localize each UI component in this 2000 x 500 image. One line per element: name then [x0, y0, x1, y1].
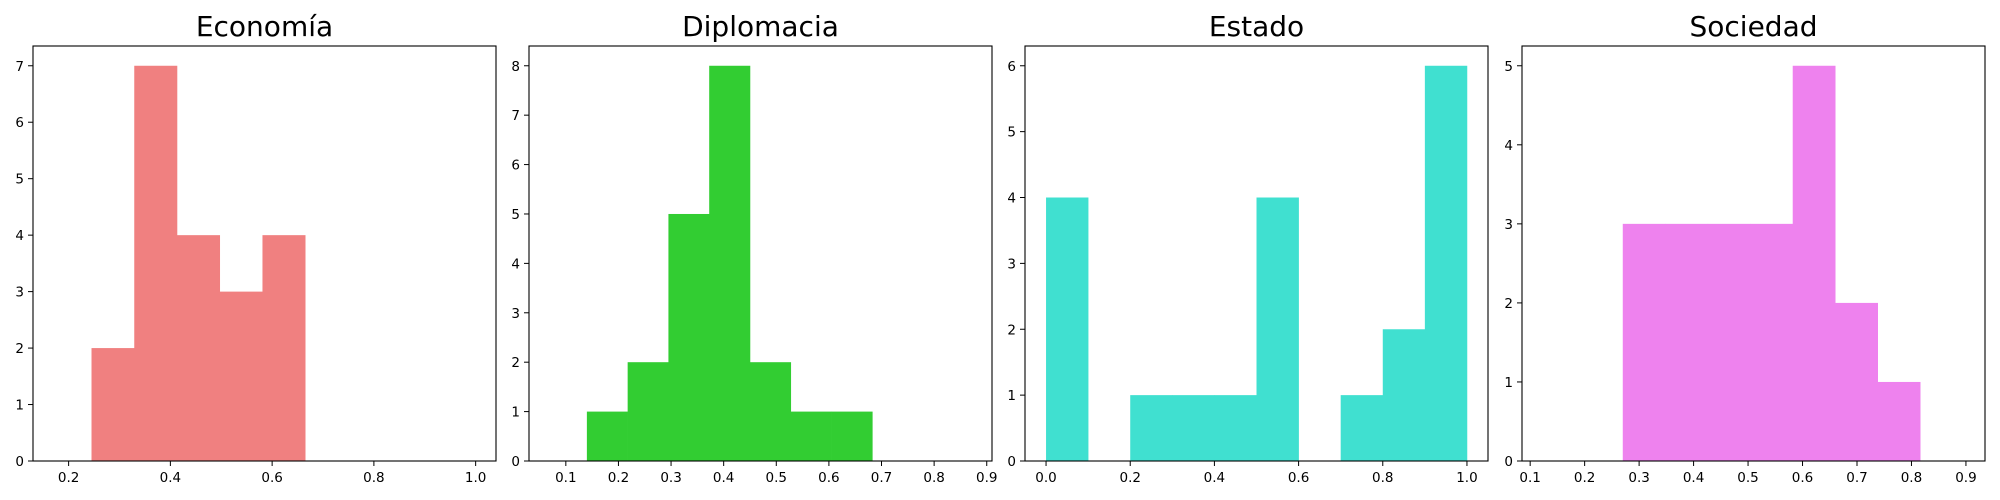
y-tick-label: 2 — [511, 355, 520, 371]
plot-frame — [32, 45, 497, 462]
histogram-bar — [790, 411, 832, 461]
y-tick-label: 4 — [511, 256, 520, 272]
x-tick-label: 0.0 — [1035, 470, 1056, 486]
x-tick-label: 0.1 — [555, 470, 576, 486]
x-tick-label: 0.6 — [818, 470, 839, 486]
y-tick-label: 1 — [1504, 375, 1513, 391]
histogram-bar — [1130, 395, 1173, 461]
histogram-bar — [1214, 395, 1257, 461]
histogram-bar — [219, 291, 263, 461]
y-tick-label: 4 — [1007, 191, 1016, 207]
histogram-bar — [1340, 395, 1384, 461]
y-tick-label: 5 — [1007, 125, 1016, 141]
histogram-bar — [1256, 197, 1299, 461]
histogram-bar — [1792, 65, 1836, 461]
histogram-bar — [1622, 223, 1666, 461]
y-tick-label: 0 — [15, 454, 24, 470]
y-tick-label: 6 — [511, 158, 520, 174]
y-tick-label: 4 — [1504, 138, 1513, 154]
x-tick-label: 0.9 — [976, 470, 997, 486]
histogram-bar — [1750, 223, 1794, 461]
y-tick-label: 5 — [511, 207, 520, 223]
y-tick-label: 5 — [15, 172, 24, 188]
y-tick-label: 3 — [511, 306, 520, 322]
y-tick-label: 8 — [511, 59, 520, 75]
x-tick-label: 0.3 — [1628, 470, 1649, 486]
histogram-bar — [1835, 302, 1878, 461]
y-tick-label: 3 — [15, 285, 24, 301]
y-tick-label: 0 — [1504, 454, 1513, 470]
x-tick-label: 0.4 — [1683, 470, 1704, 486]
y-tick-label: 0 — [1007, 454, 1016, 470]
x-tick-label: 0.1 — [1519, 470, 1540, 486]
x-tick-label: 0.9 — [1955, 470, 1976, 486]
y-tick-label: 2 — [15, 341, 24, 357]
chart-title: Sociedad — [1689, 10, 1817, 43]
y-tick-label: 1 — [15, 398, 24, 414]
y-tick-label: 0 — [511, 454, 520, 470]
x-tick-label: 0.7 — [1846, 470, 1867, 486]
histogram-bar — [1172, 395, 1215, 461]
x-tick-label: 0.5 — [1737, 470, 1758, 486]
plot-frame — [528, 45, 993, 462]
histogram-bar — [586, 411, 628, 461]
x-tick-label: 0.4 — [160, 470, 181, 486]
chart-title: Diplomacia — [682, 10, 839, 43]
histogram-bar — [1665, 223, 1709, 461]
histogram-bar — [749, 362, 792, 461]
histogram-bar — [262, 235, 306, 461]
x-tick-label: 0.8 — [923, 470, 944, 486]
x-tick-label: 0.8 — [363, 470, 384, 486]
histogram-panel: 0.0 0.2 0.4 0.6 0.8 1.0 0 1 2 3 4 5 6 Estado — [1007, 10, 1489, 486]
x-tick-label: 0.6 — [261, 470, 282, 486]
x-tick-label: 0.2 — [1119, 470, 1140, 486]
x-tick-label: 1.0 — [465, 470, 486, 486]
plot-frame — [1024, 45, 1489, 462]
histogram-bar — [831, 411, 873, 461]
x-tick-label: 0.6 — [1792, 470, 1813, 486]
y-tick-label: 4 — [15, 228, 24, 244]
x-tick-label: 0.8 — [1901, 470, 1922, 486]
y-tick-label: 2 — [1504, 296, 1513, 312]
histogram-bar — [1046, 197, 1089, 461]
histogram-bar — [1877, 381, 1921, 461]
plot-frame — [1521, 45, 1986, 462]
y-tick-label: 1 — [511, 405, 520, 421]
chart-title: Estado — [1209, 10, 1304, 43]
chart-title: Economía — [196, 10, 333, 43]
x-tick-label: 0.3 — [660, 470, 681, 486]
y-tick-label: 6 — [1007, 59, 1016, 75]
histogram-bar — [1707, 223, 1751, 461]
y-tick-label: 7 — [511, 108, 520, 124]
x-tick-label: 1.0 — [1456, 470, 1477, 486]
histogram-bar — [134, 65, 178, 461]
x-tick-label: 0.4 — [1204, 470, 1225, 486]
histogram-panel: 0.1 0.2 0.3 0.4 0.5 0.6 0.7 0.8 0.9 0 1 2 3 4 5 6 7 8 Dipl… — [511, 10, 997, 486]
x-tick-label: 0.2 — [1574, 470, 1595, 486]
histogram-bar — [1424, 65, 1468, 461]
histogram-bar — [176, 235, 221, 461]
x-tick-label: 0.6 — [1288, 470, 1309, 486]
y-tick-label: 3 — [1504, 217, 1513, 233]
x-tick-label: 0.8 — [1372, 470, 1393, 486]
x-tick-label: 0.7 — [871, 470, 892, 486]
y-tick-label: 1 — [1007, 388, 1016, 404]
histogram-panel: 0.1 0.2 0.3 0.4 0.5 0.6 0.7 0.8 0.9 0 1 2 3 4 5 Socieda… — [1504, 10, 1986, 486]
y-tick-label: 6 — [15, 115, 24, 131]
histogram-bar — [1382, 329, 1426, 461]
histogram-panel: 0.2 0.4 0.6 0.8 1.0 0 1 2 3 4 5 6 7 Economía — [15, 10, 497, 486]
x-tick-label: 0.5 — [766, 470, 787, 486]
x-tick-label: 0.2 — [58, 470, 79, 486]
histogram-bar — [709, 65, 751, 461]
histogram-bar — [91, 348, 135, 461]
y-tick-label: 3 — [1007, 256, 1016, 272]
histogram-bar — [668, 213, 710, 461]
x-tick-label: 0.2 — [608, 470, 629, 486]
x-tick-label: 0.4 — [713, 470, 734, 486]
histogram-bar — [627, 362, 669, 461]
y-tick-label: 5 — [1504, 59, 1513, 75]
y-tick-label: 7 — [15, 59, 24, 75]
y-tick-label: 2 — [1007, 322, 1016, 338]
